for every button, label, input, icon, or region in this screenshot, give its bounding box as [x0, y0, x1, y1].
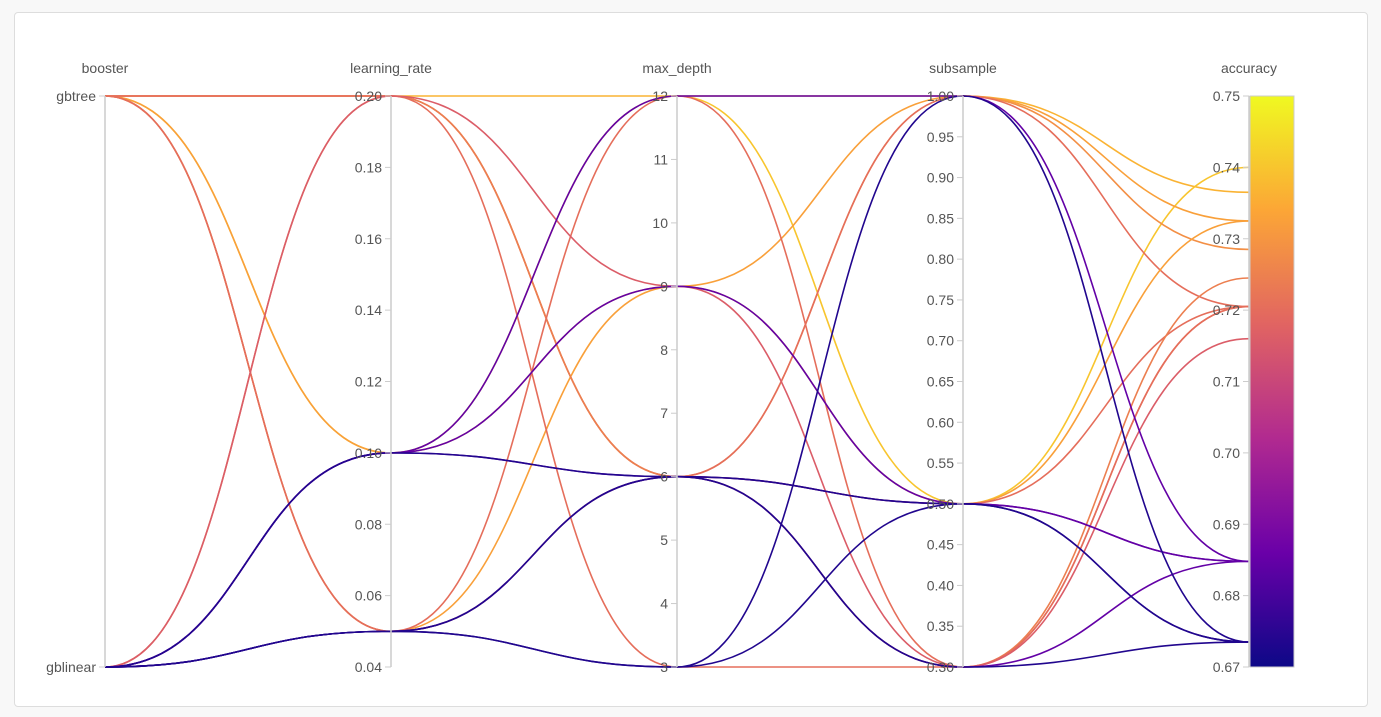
tick-label: 0.55 [927, 455, 954, 471]
tick-label: 0.70 [1213, 445, 1240, 461]
tick-label: 0.35 [927, 618, 954, 634]
axis-max-depth[interactable]: max_depth 3 4 5 6 7 8 9 10 11 12 [642, 60, 711, 675]
tick-label: 0.73 [1213, 231, 1240, 247]
tick-label: 0.14 [355, 302, 382, 318]
tick-label: gbtree [56, 88, 96, 104]
tick-label: 0.30 [927, 659, 954, 675]
tick-label: 11 [653, 151, 668, 167]
axis-title: max_depth [642, 60, 711, 76]
tick-label: 0.80 [927, 251, 954, 267]
axis-title: accuracy [1221, 60, 1277, 76]
axis-title: subsample [929, 60, 997, 76]
axis-accuracy[interactable]: accuracy 0.67 0.68 0.69 0.70 0.71 0.72 0.73 0.74… [1213, 60, 1277, 675]
tick-label: 0.95 [927, 129, 954, 145]
axis-subsample[interactable]: subsample 0.30 0.35 0.40 0.45 0.50 0.55 0.60 0.6… [927, 60, 997, 675]
tick-label: 0.67 [1213, 659, 1240, 675]
axes: booster gbtree gblinear learning_rate 0.04 0.… [46, 60, 1295, 675]
axis-learning-rate[interactable]: learning_rate 0.04 0.06 0.08 0.10 0.12 0.14 0.1… [350, 60, 432, 675]
tick-label: 1.00 [927, 88, 954, 104]
tick-label: 7 [660, 405, 668, 421]
tick-label: 0.18 [355, 159, 382, 175]
color-bar [1249, 95, 1295, 668]
axis-booster[interactable]: booster gbtree gblinear [46, 60, 129, 675]
tick-label: 0.16 [355, 231, 382, 247]
tick-label: 0.71 [1213, 374, 1240, 390]
tick-label: gblinear [46, 659, 96, 675]
tick-label: 10 [652, 215, 668, 231]
tick-label: 0.06 [355, 588, 382, 604]
tick-label: 0.65 [927, 374, 954, 390]
tick-label: 0.69 [1213, 516, 1240, 532]
tick-label: 0.45 [927, 537, 954, 553]
tick-label: 12 [652, 88, 668, 104]
tick-label: 0.70 [927, 333, 954, 349]
axis-title: booster [82, 60, 129, 76]
tick-label: 0.50 [927, 496, 954, 512]
tick-label: 0.60 [927, 414, 954, 430]
tick-label: 0.75 [1213, 88, 1240, 104]
tick-label: 0.40 [927, 577, 954, 593]
tick-label: 0.74 [1213, 159, 1240, 175]
tick-label: 5 [660, 532, 668, 548]
tick-label: 6 [660, 469, 668, 485]
tick-label: 0.12 [355, 374, 382, 390]
axis-title: learning_rate [350, 60, 432, 76]
tick-label: 0.75 [927, 292, 954, 308]
tick-label: 0.72 [1213, 302, 1240, 318]
tick-label: 0.10 [355, 445, 382, 461]
tick-label: 0.20 [355, 88, 382, 104]
tick-label: 0.68 [1213, 588, 1240, 604]
tick-label: 3 [660, 659, 668, 675]
tick-label: 9 [660, 278, 668, 294]
tick-label: 8 [660, 342, 668, 358]
tick-label: 0.04 [355, 659, 382, 675]
tick-label: 4 [660, 596, 668, 612]
tick-label: 0.08 [355, 516, 382, 532]
tick-label: 0.85 [927, 210, 954, 226]
tick-label: 0.90 [927, 170, 954, 186]
